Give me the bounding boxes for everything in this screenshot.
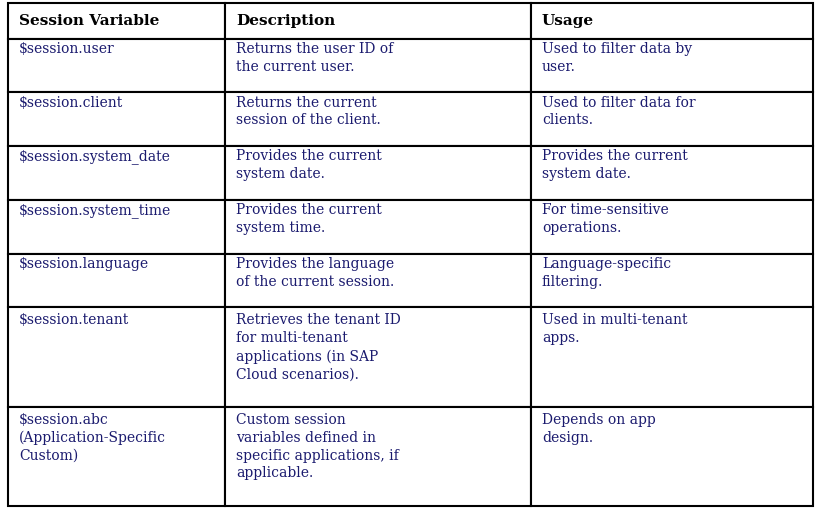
Text: Used to filter data for
clients.: Used to filter data for clients. xyxy=(542,96,695,127)
Bar xyxy=(531,253,813,307)
Text: Provides the current
system time.: Provides the current system time. xyxy=(236,203,382,235)
Text: $session.client: $session.client xyxy=(19,96,123,109)
Bar xyxy=(8,307,226,407)
Text: For time-sensitive
operations.: For time-sensitive operations. xyxy=(542,203,668,235)
Text: Returns the user ID of
the current user.: Returns the user ID of the current user. xyxy=(236,42,393,74)
Text: Used in multi-tenant
apps.: Used in multi-tenant apps. xyxy=(542,314,687,345)
Bar xyxy=(531,200,813,253)
Bar xyxy=(226,3,531,39)
Bar xyxy=(226,200,531,253)
Bar xyxy=(531,3,813,39)
Bar xyxy=(8,407,226,506)
Bar xyxy=(226,307,531,407)
Text: Provides the current
system date.: Provides the current system date. xyxy=(236,149,382,181)
Bar xyxy=(8,93,226,146)
Bar xyxy=(8,200,226,253)
Text: $session.user: $session.user xyxy=(19,42,115,56)
Text: $session.tenant: $session.tenant xyxy=(19,314,129,327)
Text: Language-specific
filtering.: Language-specific filtering. xyxy=(542,257,671,289)
Text: Returns the current
session of the client.: Returns the current session of the clien… xyxy=(236,96,381,127)
Bar xyxy=(8,39,226,93)
Text: Retrieves the tenant ID
for multi-tenant
applications (in SAP
Cloud scenarios).: Retrieves the tenant ID for multi-tenant… xyxy=(236,314,401,381)
Bar xyxy=(8,253,226,307)
Text: Custom session
variables defined in
specific applications, if
applicable.: Custom session variables defined in spec… xyxy=(236,413,399,480)
Bar xyxy=(226,39,531,93)
Bar xyxy=(226,407,531,506)
Bar xyxy=(531,407,813,506)
Text: Provides the language
of the current session.: Provides the language of the current ses… xyxy=(236,257,394,289)
Text: $session.system_time: $session.system_time xyxy=(19,203,171,218)
Bar xyxy=(531,307,813,407)
Bar xyxy=(8,146,226,200)
Text: $session.system_date: $session.system_date xyxy=(19,149,171,164)
Bar xyxy=(226,253,531,307)
Bar xyxy=(531,93,813,146)
Bar xyxy=(8,3,226,39)
Text: $session.language: $session.language xyxy=(19,257,149,271)
Text: Session Variable: Session Variable xyxy=(19,14,159,27)
Text: Provides the current
system date.: Provides the current system date. xyxy=(542,149,688,181)
Text: Used to filter data by
user.: Used to filter data by user. xyxy=(542,42,692,74)
Text: Usage: Usage xyxy=(542,14,594,27)
Bar xyxy=(531,39,813,93)
Bar xyxy=(226,146,531,200)
Bar xyxy=(226,93,531,146)
Text: Description: Description xyxy=(236,14,335,27)
Text: $session.abc
(Application-Specific
Custom): $session.abc (Application-Specific Custo… xyxy=(19,413,166,463)
Bar xyxy=(531,146,813,200)
Text: Depends on app
design.: Depends on app design. xyxy=(542,413,656,445)
